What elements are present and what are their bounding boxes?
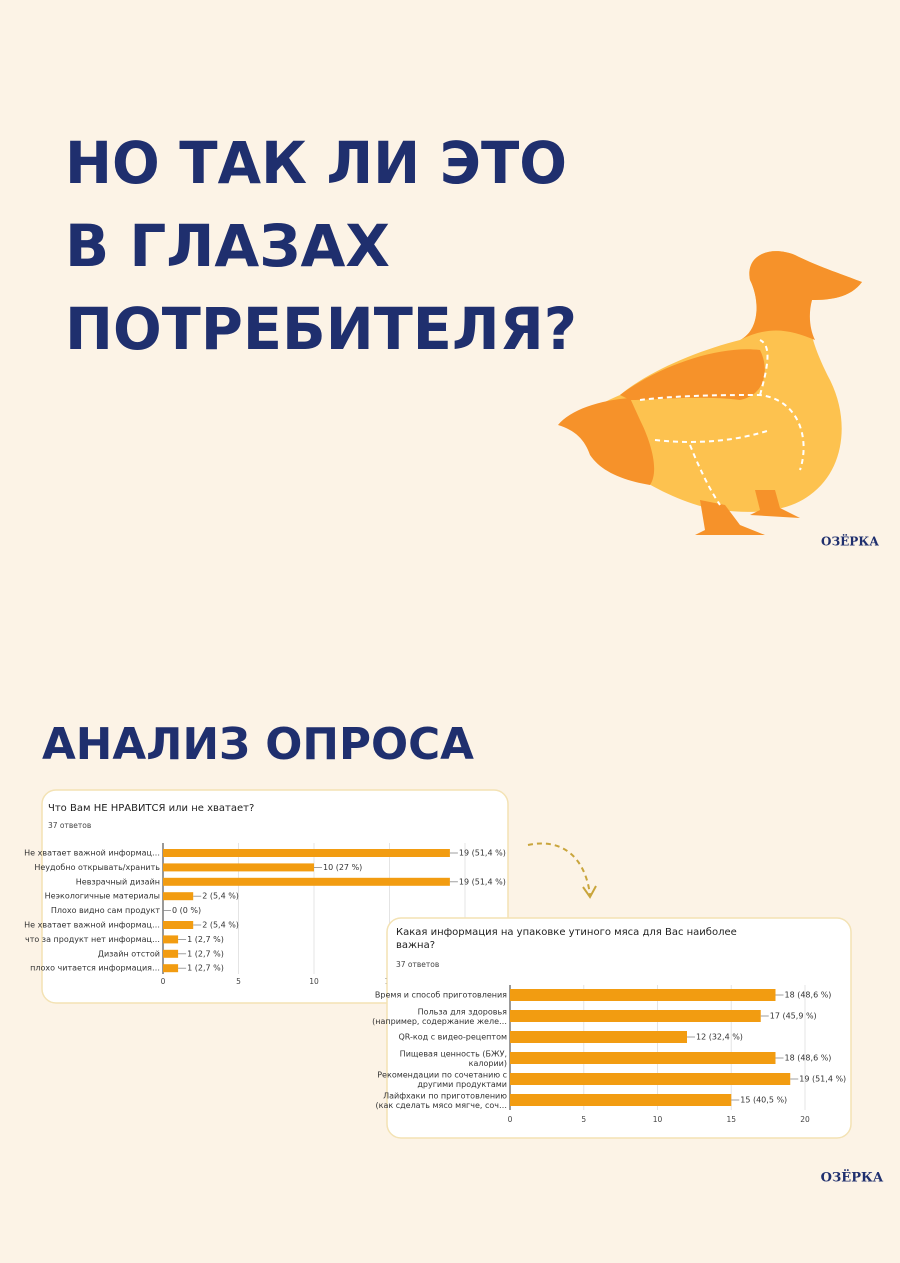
bar: [510, 989, 776, 1001]
bar: [163, 849, 450, 857]
bar: [163, 892, 194, 901]
category-label: Время и способ приготовления: [375, 991, 507, 1000]
value-label: 2 (5,4 %): [202, 921, 239, 930]
value-label: 19 (51,4 %): [459, 849, 506, 858]
category-label: Не хватает важной информац…: [24, 921, 160, 930]
category-label: QR-код с видео-рецептом: [399, 1033, 508, 1042]
arrow-head: [582, 885, 597, 899]
chart-subtitle: 37 ответов: [48, 821, 91, 830]
value-label: 15 (40,5 %): [740, 1096, 787, 1105]
logo: ОЗЁРКА: [821, 1170, 884, 1186]
x-tick-label: 15: [726, 1115, 736, 1124]
value-label: 12 (32,4 %): [696, 1033, 743, 1042]
category-label: Польза для здоровья (например, содержание…: [372, 1007, 507, 1026]
bar: [163, 964, 179, 973]
category-label: Не хватает важной информац…: [24, 849, 160, 858]
value-label: 1 (2,7 %): [187, 964, 224, 973]
x-tick-label: 0: [161, 977, 166, 986]
chart-card: Какая информация на упаковке утиного мяс…: [372, 917, 852, 1139]
bar: [163, 949, 179, 958]
heading-line: НО ТАК ЛИ ЭТО: [65, 129, 567, 197]
category-label: плохо читается информация…: [30, 964, 160, 973]
value-label: 17 (45,9 %): [770, 1012, 817, 1021]
logo: ОЗЁРКА: [821, 534, 879, 549]
value-label: 18 (48,6 %): [785, 991, 832, 1000]
value-label: 1 (2,7 %): [187, 935, 224, 944]
bar: [163, 921, 194, 929]
value-label: 2 (5,4 %): [202, 892, 239, 901]
x-tick-label: 20: [800, 1115, 810, 1124]
category-label: Плохо видно сам продукт: [51, 906, 160, 915]
bar: [163, 863, 314, 872]
chart-title: Что Вам НЕ НРАВИТСЯ или не хватает?: [48, 803, 254, 814]
x-tick-label: 10: [309, 977, 319, 986]
category-label: Лайфхаки по приготовлению (как сделать мя…: [375, 1091, 507, 1110]
bar: [510, 1052, 776, 1064]
category-label: Неэкологичные материалы: [45, 892, 160, 901]
chart-title: Какая информация на упаковке утиного мяс…: [396, 927, 737, 951]
category-label: Невзрачный дизайн: [76, 877, 160, 886]
x-tick-label: 0: [508, 1115, 513, 1124]
value-label: 10 (27 %): [323, 863, 362, 872]
value-label: 1 (2,7 %): [187, 949, 224, 958]
value-label: 18 (48,6 %): [785, 1054, 832, 1063]
value-label: 19 (51,4 %): [799, 1075, 846, 1084]
bar: [510, 1073, 791, 1085]
category-label: Дизайн отстой: [98, 949, 160, 958]
category-label: Пищевая ценность (БЖУ, калории): [400, 1049, 507, 1068]
x-tick-label: 10: [653, 1115, 663, 1124]
category-label: Неудобно открывать/хранить: [34, 863, 160, 872]
heading-line: ПОТРЕБИТЕЛЯ?: [65, 295, 577, 363]
connector-arrow: [527, 842, 591, 896]
bar: [510, 1094, 732, 1106]
x-tick-label: 5: [236, 977, 241, 986]
section-title: АНАЛИЗ ОПРОСА: [42, 719, 474, 770]
chart-subtitle: 37 ответов: [396, 960, 439, 969]
value-label: 0 (0 %): [172, 906, 201, 915]
category-label: что за продукт нет информац…: [25, 935, 160, 944]
value-label: 19 (51,4 %): [459, 877, 506, 886]
heading-line: В ГЛАЗАХ: [65, 212, 390, 280]
category-label: Рекомендации по сочетанию с другими проду…: [377, 1070, 507, 1089]
x-tick-label: 5: [581, 1115, 586, 1124]
bar: [510, 1010, 761, 1022]
bar: [163, 877, 450, 886]
bar: [163, 935, 179, 944]
duck-illustration: [558, 251, 862, 535]
bar: [510, 1031, 687, 1043]
